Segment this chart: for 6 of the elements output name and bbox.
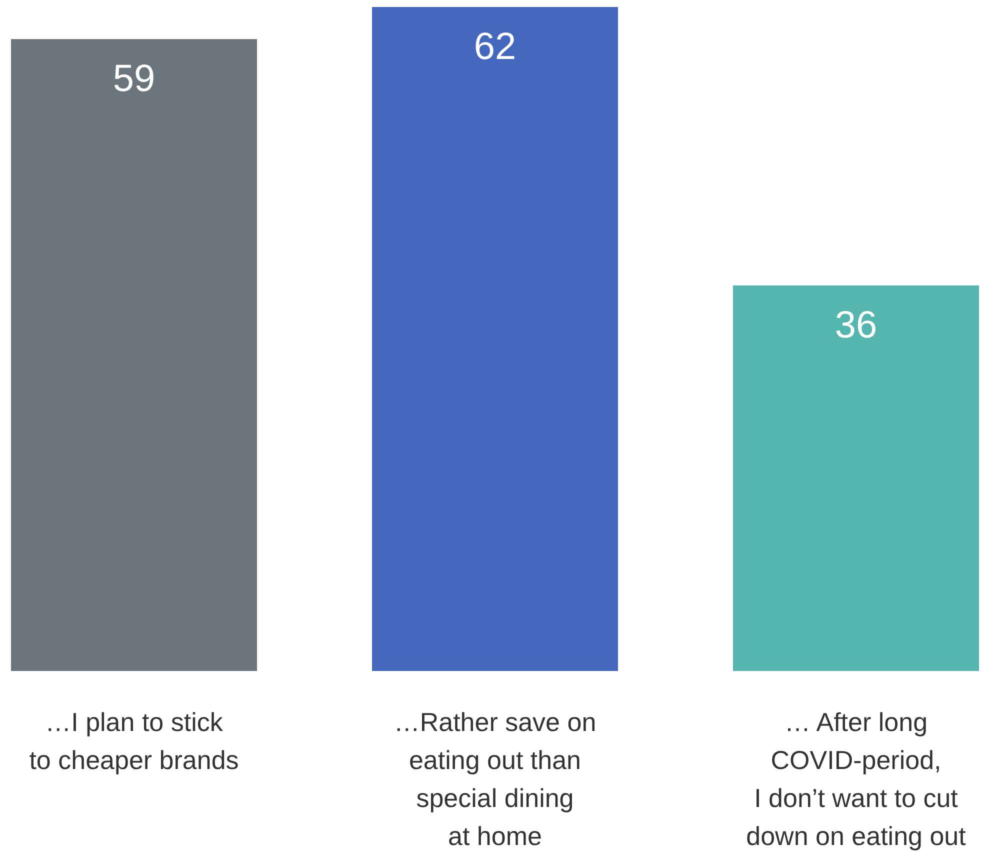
x-tick-label: … After long COVID-period, I don’t want to cut down on eating out — [746, 707, 967, 851]
x-tick-label: …Rather save on eating out than special dining at home — [394, 707, 596, 851]
data-label: 36 — [834, 304, 878, 346]
data-label: 62 — [474, 26, 516, 68]
data-label: 59 — [112, 58, 156, 100]
x-tick-label: …I plan to stick to cheaper brands — [29, 707, 239, 775]
